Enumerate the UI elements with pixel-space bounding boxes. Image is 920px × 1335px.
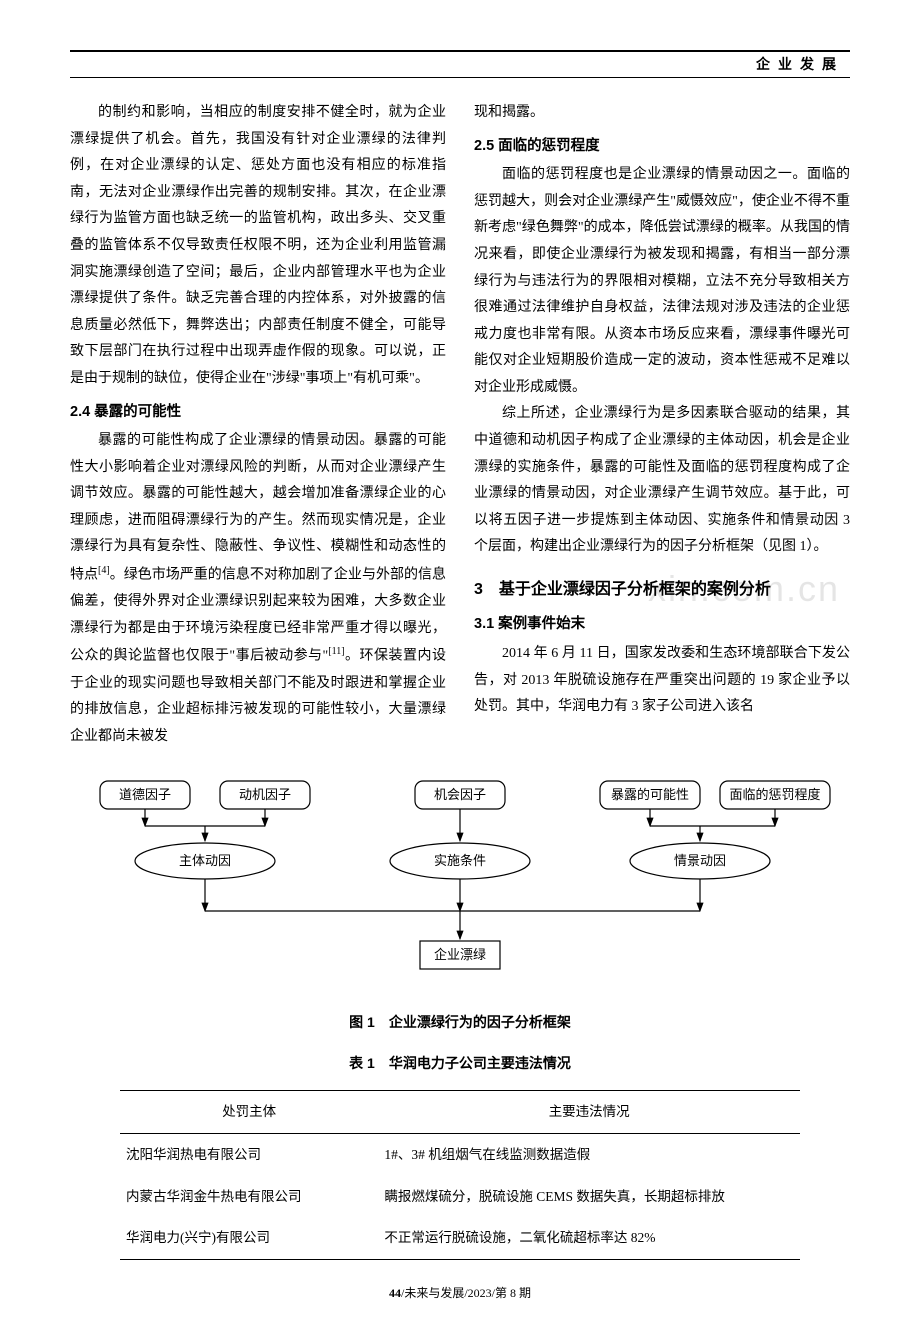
- table-cell: 内蒙古华润金牛热电有限公司: [120, 1176, 378, 1218]
- node-label: 企业漂绿: [434, 947, 486, 962]
- node-label: 面临的惩罚程度: [729, 787, 820, 802]
- right-column: 现和揭露。 2.5 面临的惩罚程度 面临的惩罚程度也是企业漂绿的情景动因之一。面…: [474, 100, 850, 751]
- paragraph: 暴露的可能性构成了企业漂绿的情景动因。暴露的可能性大小影响着企业对漂绿风险的判断…: [70, 428, 446, 750]
- node-label: 机会因子: [434, 787, 486, 802]
- citation: [11]: [328, 646, 344, 657]
- table-caption: 表 1 华润电力子公司主要违法情况: [70, 1050, 850, 1077]
- paragraph: 2014 年 6 月 11 日，国家发改委和生态环境部联合下发公告，对 2013…: [474, 641, 850, 721]
- table-cell: 华润电力(兴宁)有限公司: [120, 1217, 378, 1259]
- paragraph: 面临的惩罚程度也是企业漂绿的情景动因之一。面临的惩罚越大，则会对企业漂绿产生"威…: [474, 162, 850, 401]
- table-cell: 沈阳华润热电有限公司: [120, 1133, 378, 1175]
- citation: [4]: [98, 565, 110, 576]
- issue: 第 8 期: [495, 1286, 531, 1300]
- text-columns: 的制约和影响，当相应的制度安排不健全时，就为企业漂绿提供了机会。首先，我国没有针…: [70, 100, 850, 751]
- table-row: 华润电力(兴宁)有限公司 不正常运行脱硫设施，二氧化硫超标率达 82%: [120, 1217, 800, 1259]
- page-number: 44: [389, 1286, 401, 1300]
- node-label: 主体动因: [179, 853, 231, 868]
- header-category: 企业发展: [756, 51, 844, 78]
- table-cell: 瞒报燃煤硫分，脱硫设施 CEMS 数据失真，长期超标排放: [378, 1176, 800, 1218]
- paragraph: 的制约和影响，当相应的制度安排不健全时，就为企业漂绿提供了机会。首先，我国没有针…: [70, 100, 446, 393]
- table-1: 处罚主体 主要违法情况 沈阳华润热电有限公司 1#、3# 机组烟气在线监测数据造…: [120, 1090, 800, 1260]
- section-heading: 3.1 案例事件始末: [474, 611, 850, 639]
- journal-name: 未来与发展: [404, 1286, 464, 1300]
- node-label: 情景动因: [674, 853, 726, 868]
- h3-heading: 3 基于企业漂绿因子分析框架的案例分析: [474, 575, 850, 605]
- table-cell: 不正常运行脱硫设施，二氧化硫超标率达 82%: [378, 1217, 800, 1259]
- left-column: 的制约和影响，当相应的制度安排不健全时，就为企业漂绿提供了机会。首先，我国没有针…: [70, 100, 446, 751]
- table-header: 主要违法情况: [378, 1091, 800, 1134]
- section-heading: 2.4 暴露的可能性: [70, 399, 446, 427]
- section-heading: 2.5 面临的惩罚程度: [474, 133, 850, 161]
- table-row: 内蒙古华润金牛热电有限公司 瞒报燃煤硫分，脱硫设施 CEMS 数据失真，长期超标…: [120, 1176, 800, 1218]
- page-footer: 44/未来与发展/2023/第 8 期: [70, 1282, 850, 1305]
- node-label: 道德因子: [119, 787, 171, 802]
- paragraph: 现和揭露。: [474, 100, 850, 127]
- node-label: 动机因子: [239, 787, 291, 802]
- paragraph: 综上所述，企业漂绿行为是多因素联合驱动的结果，其中道德和动机因子构成了企业漂绿的…: [474, 401, 850, 561]
- table-header: 处罚主体: [120, 1091, 378, 1134]
- figure-1: 道德因子 动机因子 机会因子 暴露的可能性 面临的惩罚程度 主体动因 实施条件 …: [80, 771, 840, 1002]
- table-header-row: 处罚主体 主要违法情况: [120, 1091, 800, 1134]
- page-header: 企业发展: [70, 50, 850, 78]
- text: 暴露的可能性构成了企业漂绿的情景动因。暴露的可能性大小影响着企业对漂绿风险的判断…: [70, 433, 446, 583]
- figure-caption: 图 1 企业漂绿行为的因子分析框架: [70, 1009, 850, 1036]
- year: 2023: [468, 1286, 492, 1300]
- table-cell: 1#、3# 机组烟气在线监测数据造假: [378, 1133, 800, 1175]
- node-label: 暴露的可能性: [611, 787, 689, 802]
- table-row: 沈阳华润热电有限公司 1#、3# 机组烟气在线监测数据造假: [120, 1133, 800, 1175]
- node-label: 实施条件: [434, 853, 486, 868]
